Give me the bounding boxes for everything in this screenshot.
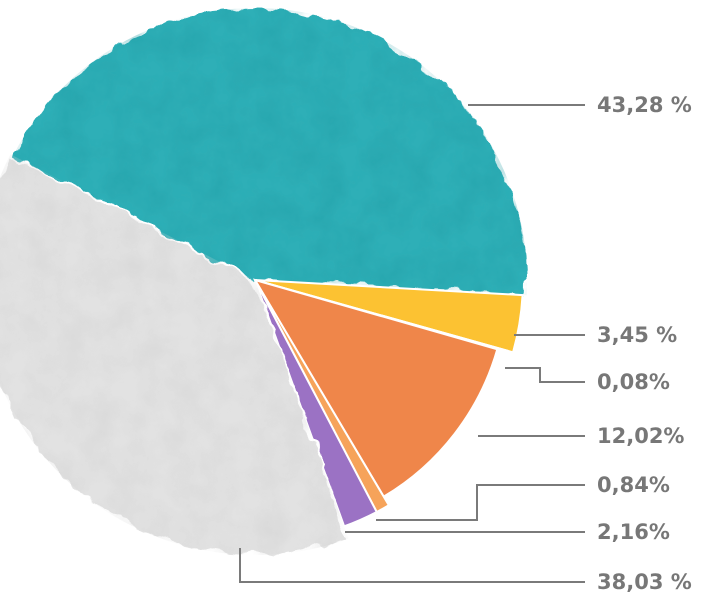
slice-percent-label: 12,02% (597, 424, 684, 448)
slice-percent-label: 3,45 % (597, 323, 677, 347)
leader-line (239, 548, 585, 583)
pie-slice-shape (252, 278, 499, 499)
slice-percent-label: 38,03 % (597, 570, 692, 594)
slice-percent-label: 0,84% (597, 473, 670, 497)
pie-slice (0, 152, 350, 556)
leader-line (376, 484, 585, 521)
pie-slice-texture (0, 154, 349, 555)
pie-slice-texture (13, 8, 527, 296)
pie-slice (252, 278, 499, 499)
slice-percent-label: 2,16% (597, 520, 670, 544)
slice-percent-label: 0,08% (597, 370, 670, 394)
slice-percent-label: 43,28 % (597, 93, 692, 117)
pie-slice (11, 7, 528, 297)
leader-line (505, 367, 585, 383)
